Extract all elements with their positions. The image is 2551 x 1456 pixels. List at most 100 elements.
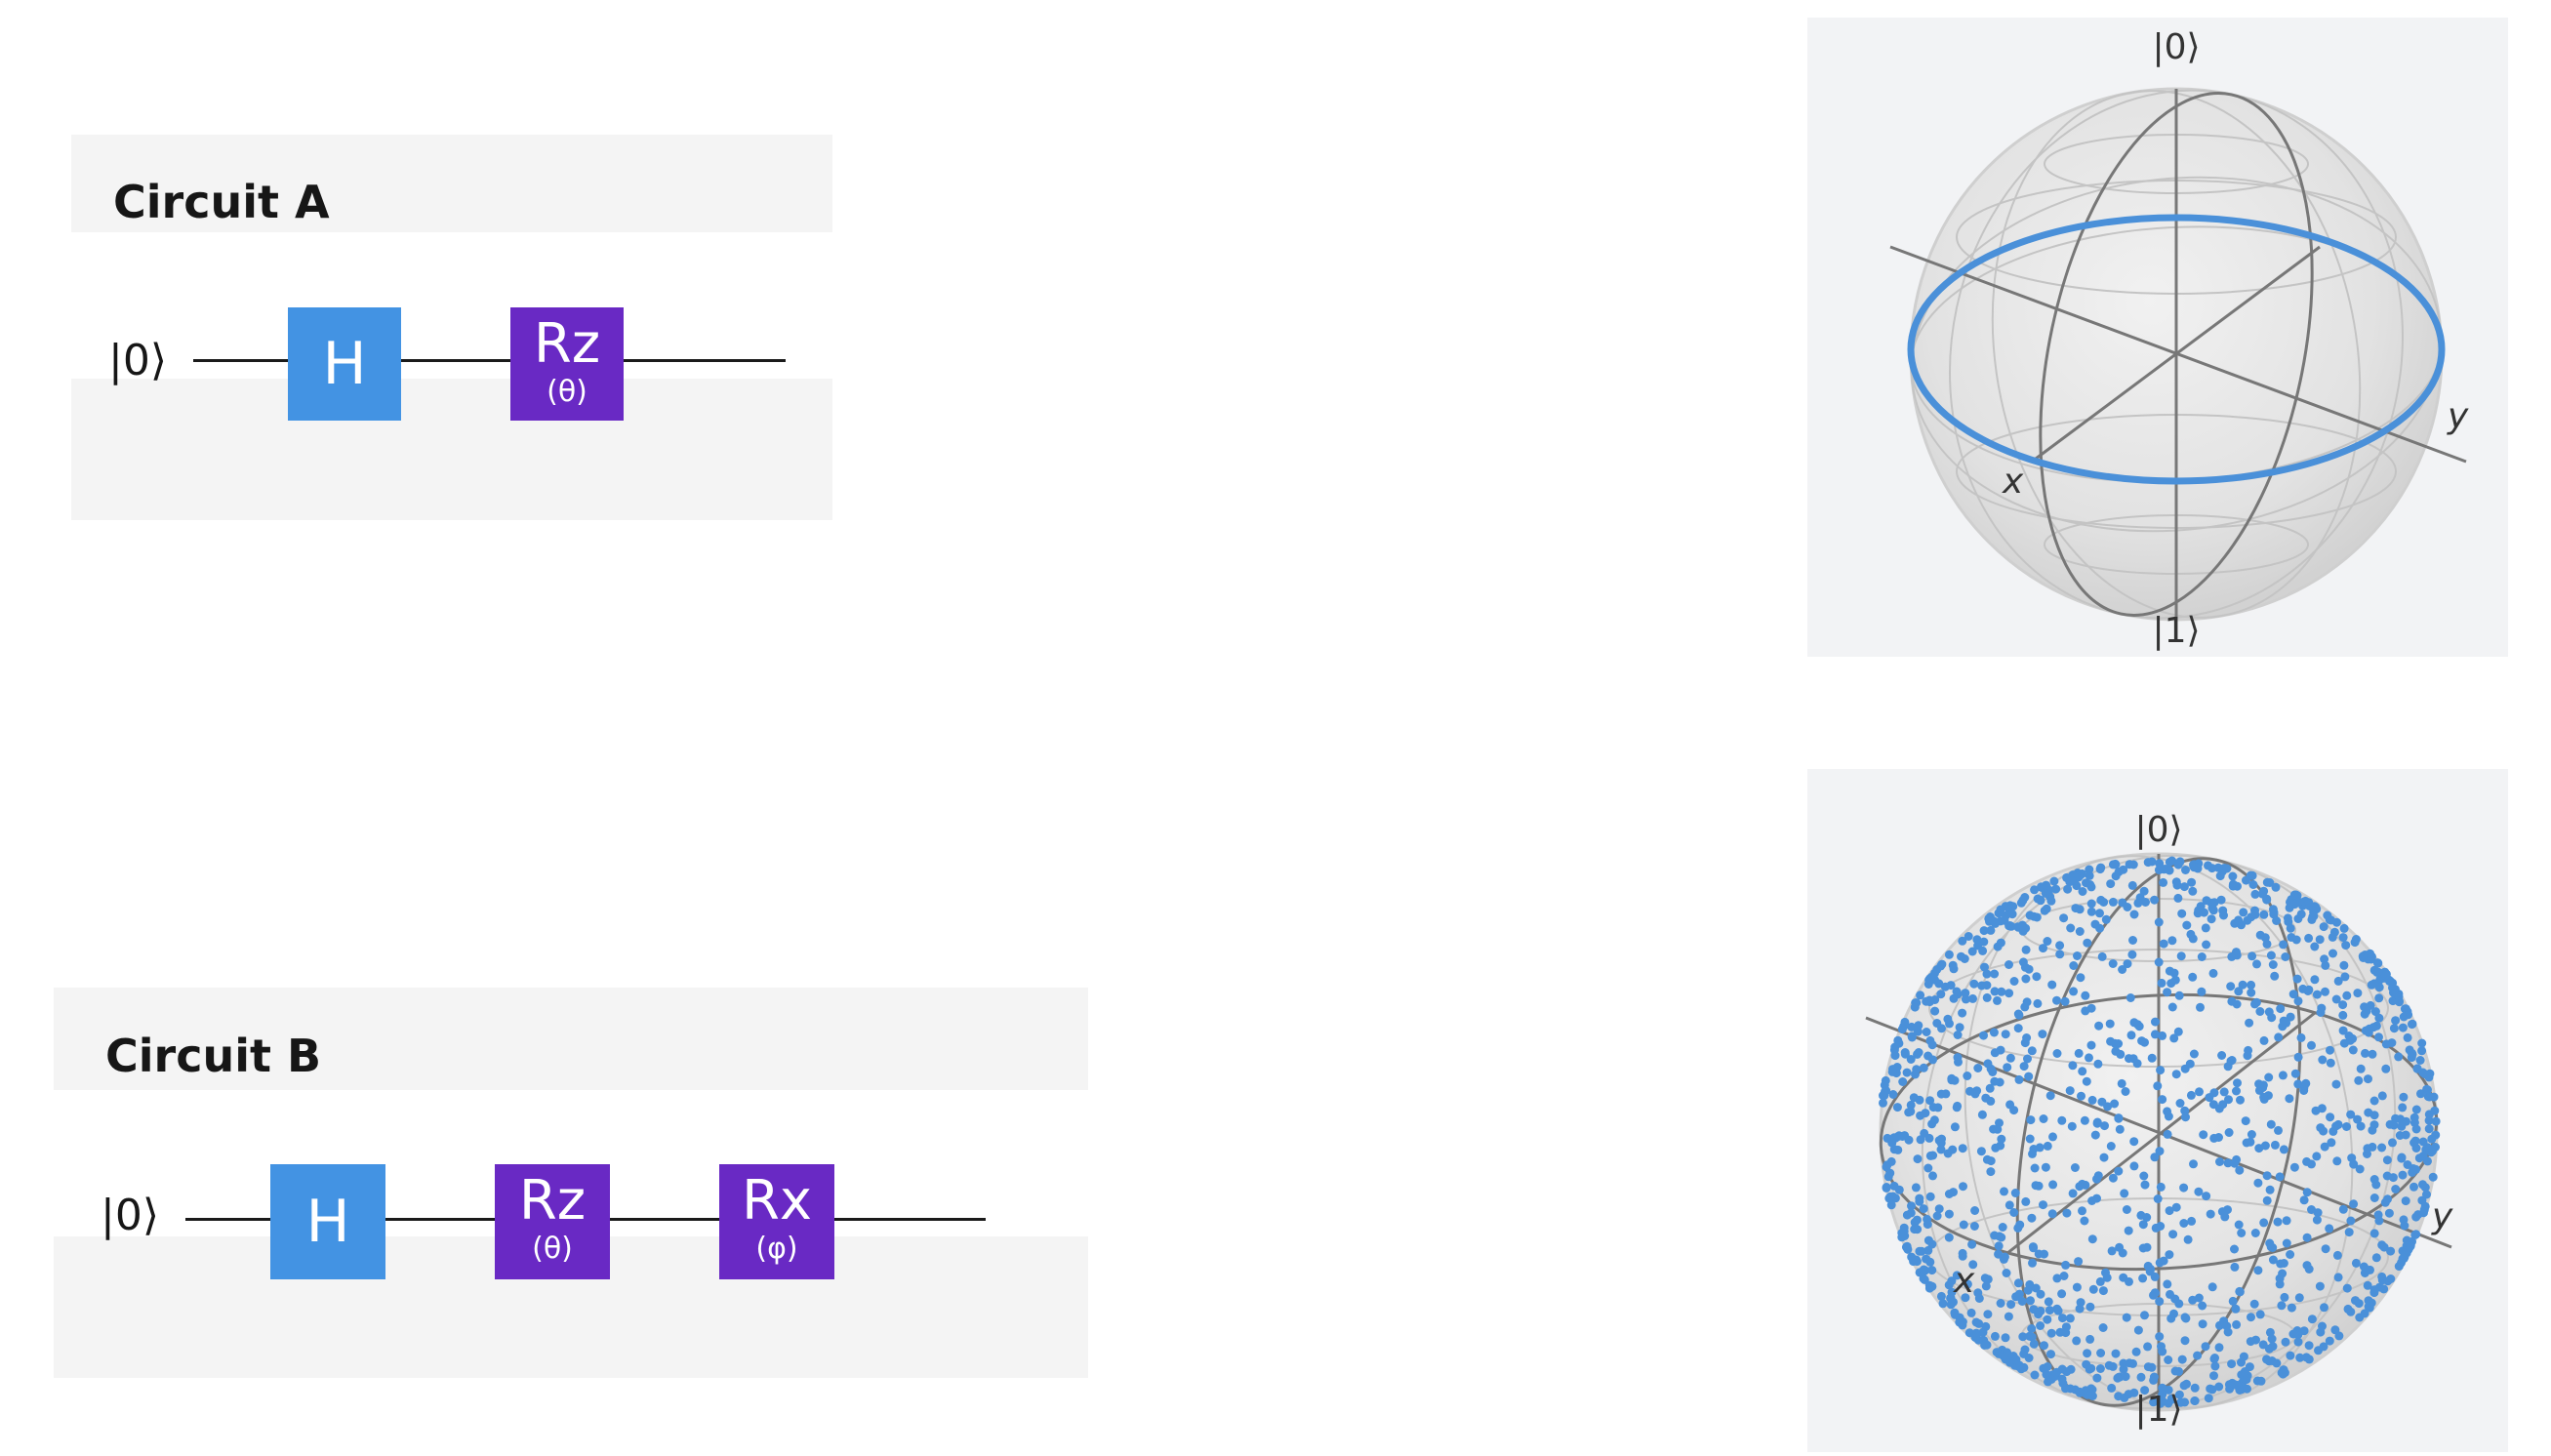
- state-point: [2383, 1194, 2392, 1204]
- state-point: [2395, 1131, 2405, 1140]
- state-point: [1900, 1048, 1910, 1057]
- state-point: [2197, 987, 2207, 996]
- state-point: [1945, 1019, 1954, 1029]
- state-point: [2364, 1302, 2373, 1312]
- state-point: [1906, 1055, 1916, 1064]
- state-point: [2139, 1171, 2149, 1181]
- state-point: [2255, 1007, 2265, 1016]
- state-point: [2013, 1278, 2023, 1288]
- state-point: [2424, 1072, 2434, 1082]
- state-point: [2093, 1059, 2103, 1069]
- state-point: [2022, 997, 2032, 1007]
- state-point: [2281, 952, 2290, 961]
- state-point: [2085, 1302, 2095, 1312]
- state-point: [2041, 889, 2050, 898]
- circuit-b-panel: Circuit B |0⟩ H Rz (θ) Rx (φ): [54, 988, 1088, 1378]
- state-point: [2052, 1274, 2062, 1283]
- state-point: [1924, 1283, 1934, 1293]
- state-point: [2028, 1258, 2037, 1268]
- circuit-b-h-gate[interactable]: H: [270, 1164, 385, 1279]
- state-point: [2333, 976, 2343, 986]
- state-point: [2374, 993, 2384, 1003]
- state-point: [2296, 1032, 2306, 1042]
- state-point: [2039, 1114, 2048, 1123]
- state-point: [2179, 1219, 2189, 1228]
- state-point: [2150, 1030, 2160, 1039]
- state-point: [2026, 1115, 2036, 1125]
- state-point: [2158, 1396, 2167, 1406]
- state-point: [2090, 1130, 2100, 1140]
- bloch-a-bottom-label: |1⟩: [2152, 611, 2200, 651]
- state-point: [2046, 1328, 2056, 1338]
- state-point: [2049, 876, 2059, 886]
- circuit-b-rz-gate[interactable]: Rz (θ): [495, 1164, 610, 1279]
- state-point: [2365, 1024, 2374, 1033]
- state-point: [2061, 1322, 2071, 1332]
- state-point: [1998, 1223, 2007, 1232]
- state-point: [2315, 1281, 2325, 1291]
- state-point: [2158, 1347, 2167, 1356]
- state-point: [2086, 907, 2096, 916]
- state-point: [2371, 1021, 2381, 1031]
- state-point: [2068, 1061, 2078, 1071]
- circuit-a-rz-gate[interactable]: Rz (θ): [510, 307, 624, 421]
- state-point: [2096, 1349, 2106, 1357]
- state-point: [1881, 1075, 1890, 1085]
- state-point: [1928, 1151, 1938, 1160]
- state-point: [2165, 1206, 2174, 1216]
- state-point: [2230, 1262, 2240, 1272]
- state-point: [1893, 1145, 1903, 1154]
- state-point: [2111, 871, 2121, 881]
- state-point: [2312, 990, 2322, 999]
- state-point: [2198, 1319, 2207, 1329]
- state-point: [2001, 1355, 2010, 1364]
- state-point: [2423, 1085, 2432, 1095]
- state-point: [2126, 993, 2135, 1002]
- state-point: [1949, 964, 1959, 974]
- state-point: [2320, 954, 2329, 964]
- state-point: [1947, 1276, 1957, 1286]
- state-point: [2399, 1012, 2409, 1022]
- state-point: [2111, 860, 2121, 870]
- state-point: [1906, 1100, 1916, 1110]
- state-point: [2062, 1208, 2072, 1218]
- state-point: [2389, 1024, 2399, 1033]
- state-point: [2074, 1048, 2084, 1058]
- state-point: [2118, 898, 2127, 908]
- state-point: [2356, 1064, 2366, 1073]
- state-point: [2271, 882, 2281, 892]
- state-point: [2394, 1052, 2404, 1062]
- state-point: [2223, 1158, 2233, 1168]
- state-point: [2121, 1087, 2130, 1096]
- state-point: [2223, 1205, 2232, 1215]
- state-point: [1953, 1031, 1963, 1039]
- state-point: [2004, 1200, 2014, 1210]
- state-point: [2156, 1182, 2166, 1192]
- state-point: [2348, 1045, 2358, 1055]
- state-point: [2204, 1394, 2213, 1403]
- circuit-b-rx-gate[interactable]: Rx (φ): [719, 1164, 834, 1279]
- state-point: [2216, 895, 2226, 905]
- state-point: [2364, 1108, 2373, 1117]
- state-point: [2418, 1180, 2427, 1190]
- state-point: [2301, 1353, 2311, 1362]
- state-point: [2087, 1385, 2097, 1395]
- state-point: [2227, 996, 2237, 1006]
- state-point: [2219, 1087, 2229, 1097]
- circuit-a-h-gate[interactable]: H: [288, 307, 401, 421]
- state-point: [2117, 1078, 2126, 1088]
- state-point: [2409, 1112, 2419, 1122]
- state-point: [2328, 949, 2337, 958]
- state-point: [1976, 1147, 1986, 1156]
- state-point: [2129, 1161, 2139, 1171]
- state-point: [2406, 1241, 2415, 1251]
- state-point: [2384, 1208, 2394, 1218]
- state-point: [2086, 1040, 2096, 1050]
- state-point: [2410, 1230, 2420, 1239]
- bloch-b-bottom-label: |1⟩: [2134, 1390, 2182, 1430]
- state-point: [2167, 856, 2177, 866]
- state-point: [2099, 1153, 2109, 1162]
- state-point: [1902, 1241, 1912, 1251]
- state-point: [1972, 935, 1982, 945]
- state-point: [2407, 1048, 2416, 1058]
